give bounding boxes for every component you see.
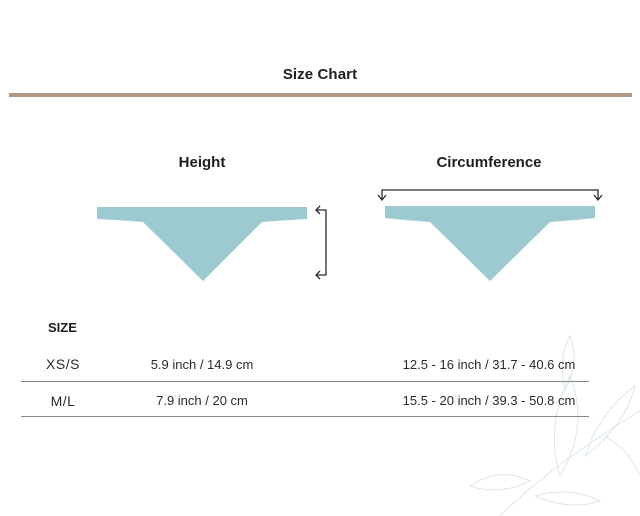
height-column-heading: Height (178, 154, 226, 171)
bandana-shape (97, 207, 307, 281)
title-divider (9, 93, 632, 97)
size-xs-s: XS/S (46, 356, 80, 372)
bandana-height-diagram (97, 205, 327, 281)
bandana-circumference-diagram (377, 189, 603, 281)
circumference-value: 15.5 - 20 inch / 39.3 - 50.8 cm (402, 393, 576, 408)
height-value: 5.9 inch / 14.9 cm (150, 357, 254, 372)
vertical-bracket-arrow-icon (315, 205, 327, 280)
bandana-shape (385, 206, 595, 281)
size-column-heading: SIZE (48, 320, 77, 335)
circumference-value: 12.5 - 16 inch / 31.7 - 40.6 cm (402, 357, 576, 372)
page-title: Size Chart (282, 66, 358, 83)
size-m-l: M/L (50, 393, 76, 409)
leaf-watermark-icon (468, 334, 640, 516)
circumference-column-heading: Circumference (436, 154, 542, 171)
height-value: 7.9 inch / 20 cm (156, 393, 248, 408)
row-divider (21, 416, 589, 417)
horizontal-bracket-arrow-icon (377, 189, 603, 202)
row-divider (21, 381, 589, 382)
